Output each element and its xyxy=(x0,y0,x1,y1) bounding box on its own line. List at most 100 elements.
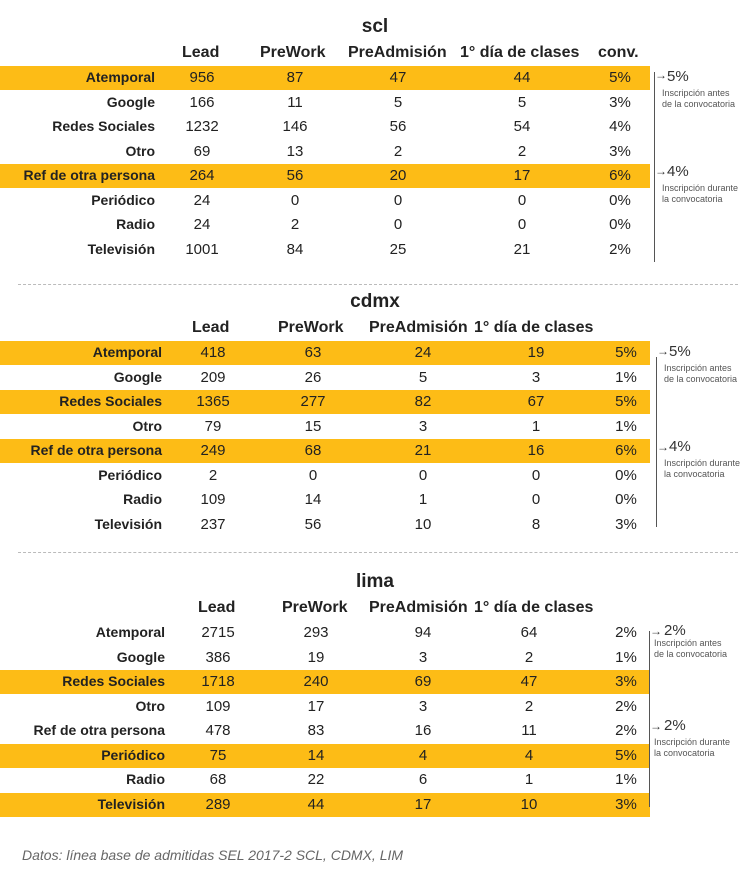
lead-cell: 2715 xyxy=(201,624,235,641)
prework-cell: 87 xyxy=(286,69,304,86)
row-label: Radio xyxy=(123,491,162,507)
preadmision-cell: 47 xyxy=(389,69,407,86)
first-day-cell: 8 xyxy=(531,515,541,533)
arrow-icon: → xyxy=(655,68,667,82)
footer-source: Datos: línea base de admitidas SEL 2017-… xyxy=(22,847,404,863)
row-label: Google xyxy=(113,368,162,385)
preadmision-cell: 2 xyxy=(393,142,403,160)
side-during-note-line2: la convocatoria xyxy=(662,194,723,204)
arrow-icon: → xyxy=(650,624,662,638)
section-scl: scl Lead PreWork PreAdmisión 1° día de c… xyxy=(0,16,750,276)
preadmision-cell: 1 xyxy=(418,491,428,508)
lead-cell: 237 xyxy=(200,515,226,533)
preadmision-cell: 17 xyxy=(414,795,432,813)
table-row: Radio 68 22 6 1 1% xyxy=(0,768,650,792)
side-before-value: 5% xyxy=(667,68,689,85)
row-label: Otro xyxy=(132,417,162,434)
preadmision-cell: 10 xyxy=(414,515,432,533)
first-day-cell: 0 xyxy=(531,466,541,484)
col-header-lead: Lead xyxy=(192,319,230,336)
lead-cell: 1001 xyxy=(185,240,219,258)
row-label: Google xyxy=(116,648,165,665)
conv-cell: 0% xyxy=(615,491,637,508)
prework-cell: 14 xyxy=(307,746,325,764)
col-header-lead: Lead xyxy=(198,599,236,616)
conv-cell: 5% xyxy=(615,746,637,764)
preadmision-cell: 21 xyxy=(414,442,432,459)
side-before-note-line1: Inscripción antes xyxy=(662,88,730,98)
table-row: Televisión 289 44 17 10 3% xyxy=(0,792,650,817)
conv-cell: 2% xyxy=(615,624,637,641)
row-label: Ref de otra persona xyxy=(33,722,165,738)
lead-cell: 956 xyxy=(189,69,215,86)
preadmision-cell: 4 xyxy=(418,746,428,764)
first-day-cell: 3 xyxy=(531,368,541,386)
preadmision-cell: 5 xyxy=(393,93,403,111)
side-before-value: 2% xyxy=(664,622,686,639)
prework-cell: 11 xyxy=(287,93,303,111)
preadmision-cell: 0 xyxy=(418,466,428,484)
lead-cell: 264 xyxy=(189,167,215,184)
table-row: Periódico 24 0 0 0 0% xyxy=(0,189,650,213)
prework-cell: 2 xyxy=(290,216,300,233)
col-header-first-day: 1° día de clases xyxy=(460,44,580,61)
table-row: Televisión 237 56 10 8 3% xyxy=(0,513,650,537)
row-label: Periódico xyxy=(98,466,162,483)
preadmision-cell: 0 xyxy=(393,191,403,209)
conv-cell: 6% xyxy=(609,167,631,184)
first-day-cell: 10 xyxy=(520,795,538,813)
first-day-cell: 0 xyxy=(517,191,527,209)
conv-cell: 3% xyxy=(609,93,631,111)
section-divider xyxy=(18,552,738,553)
table-row: Periódico 2 0 0 0 0% xyxy=(0,464,650,488)
arrow-icon: → xyxy=(657,440,669,454)
preadmision-cell: 94 xyxy=(414,624,432,641)
table-row: Radio 109 14 1 0 0% xyxy=(0,488,650,512)
side-before-note-line2: de la convocatoria xyxy=(664,374,738,384)
row-label: Otro xyxy=(135,697,165,714)
arrow-icon: → xyxy=(655,164,667,178)
first-day-cell: 17 xyxy=(513,167,531,184)
conv-cell: 6% xyxy=(615,442,637,459)
row-label: Televisión xyxy=(97,795,165,812)
section-cdmx: cdmx Lead PreWork PreAdmisión 1° día de … xyxy=(0,291,750,551)
row-label: Otro xyxy=(125,142,155,159)
table-row: Atemporal 956 87 47 44 5% xyxy=(0,66,650,90)
conv-cell: 1% xyxy=(615,368,637,386)
side-during-value: 2% xyxy=(664,717,686,734)
row-label: Radio xyxy=(116,216,155,232)
table-row: Atemporal 418 63 24 19 5% xyxy=(0,341,650,365)
row-label: Google xyxy=(106,93,155,110)
first-day-cell: 5 xyxy=(517,93,527,111)
table-row: Otro 69 13 2 2 3% xyxy=(0,140,650,164)
conv-cell: 2% xyxy=(615,722,637,739)
lead-cell: 2 xyxy=(208,466,218,484)
preadmision-cell: 24 xyxy=(414,344,432,361)
lead-cell: 1718 xyxy=(201,673,235,690)
first-day-cell: 1 xyxy=(524,771,534,788)
first-day-cell: 54 xyxy=(513,118,531,135)
lead-cell: 75 xyxy=(209,746,227,764)
lead-cell: 478 xyxy=(205,722,231,739)
prework-cell: 22 xyxy=(307,771,325,788)
prework-cell: 83 xyxy=(307,722,325,739)
table-row: Google 386 19 3 2 1% xyxy=(0,646,650,670)
side-during-value: 4% xyxy=(667,163,689,180)
table-row: Ref de otra persona 478 83 16 11 2% xyxy=(0,719,650,743)
col-header-first-day: 1° día de clases xyxy=(474,319,594,336)
conv-cell: 0% xyxy=(609,191,631,209)
preadmision-cell: 16 xyxy=(414,722,432,739)
prework-cell: 84 xyxy=(286,240,304,258)
preadmision-cell: 82 xyxy=(414,393,432,410)
side-during-note: Inscripción durante la convocatoria xyxy=(664,458,740,480)
first-day-cell: 44 xyxy=(513,69,531,86)
conv-cell: 1% xyxy=(615,771,637,788)
side-during-note: Inscripción durante la convocatoria xyxy=(662,183,738,205)
section-divider xyxy=(18,284,738,285)
conv-cell: 2% xyxy=(615,697,637,715)
col-header-prework: PreWork xyxy=(260,44,326,61)
conv-cell: 0% xyxy=(609,216,631,233)
side-before-note-line2: de la convocatoria xyxy=(654,649,728,659)
conv-cell: 3% xyxy=(615,795,637,813)
preadmision-cell: 3 xyxy=(418,697,428,715)
